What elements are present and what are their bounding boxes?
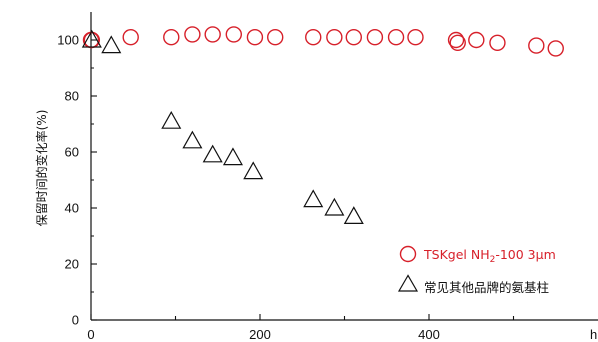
data-point-triangle bbox=[222, 147, 243, 166]
series-layer bbox=[81, 26, 564, 224]
data-point-triangle bbox=[243, 161, 264, 180]
series-tskgel bbox=[82, 26, 564, 57]
data-point-circle bbox=[449, 34, 466, 51]
data-point-triangle bbox=[101, 35, 122, 54]
legend-item-tskgel: TSKgel NH2-100 3µm bbox=[399, 245, 556, 265]
x-tick-label: 400 bbox=[418, 327, 440, 342]
data-point-circle bbox=[163, 29, 180, 46]
data-point-circle bbox=[547, 40, 564, 57]
data-point-circle bbox=[345, 29, 362, 46]
data-point-triangle bbox=[202, 144, 223, 163]
data-point-circle bbox=[267, 29, 284, 46]
x-tick-label: 0 bbox=[87, 327, 94, 342]
data-point-circle bbox=[366, 29, 384, 46]
x-ticks: 0 200 400 bbox=[87, 314, 515, 342]
data-point-triangle bbox=[343, 206, 364, 224]
data-point-circle bbox=[246, 29, 264, 46]
data-point-circle bbox=[528, 37, 545, 54]
data-point-circle bbox=[122, 29, 139, 46]
legend: TSKgel NH2-100 3µm 常见其他品牌的氨基柱 bbox=[397, 245, 556, 295]
legend-circle-marker bbox=[399, 245, 417, 263]
axes: 0 20 40 60 80 100 0 200 400 bbox=[57, 12, 598, 342]
data-point-triangle bbox=[161, 110, 182, 129]
legend-triangle-marker bbox=[397, 274, 419, 292]
series-other-brand bbox=[81, 29, 364, 224]
data-point-circle bbox=[326, 29, 343, 46]
y-tick-label: 100 bbox=[57, 33, 79, 48]
x-unit-label: h bbox=[590, 327, 597, 342]
data-point-circle bbox=[305, 29, 322, 46]
data-point-circle bbox=[387, 29, 405, 46]
y-ticks: 0 20 40 60 80 100 bbox=[57, 33, 97, 328]
legend-label-tskgel: TSKgel NH2-100 3µm bbox=[423, 247, 556, 265]
data-point-triangle bbox=[303, 189, 324, 208]
y-tick-label: 20 bbox=[65, 257, 79, 272]
data-point-circle bbox=[489, 34, 506, 51]
data-point-triangle bbox=[81, 29, 102, 48]
legend-label-tskgel-subscript: 2 bbox=[490, 255, 496, 265]
data-point-triangle bbox=[324, 197, 345, 216]
y-tick-label: 60 bbox=[65, 145, 79, 160]
legend-label-tskgel-tail: -100 3µm bbox=[495, 247, 555, 262]
data-point-triangle bbox=[182, 130, 203, 149]
y-tick-label: 80 bbox=[65, 89, 79, 104]
y-tick-label: 0 bbox=[72, 313, 79, 328]
data-point-circle bbox=[407, 29, 424, 46]
data-point-circle bbox=[447, 31, 465, 49]
x-tick-label: 200 bbox=[249, 327, 271, 342]
legend-item-other-brand: 常见其他品牌的氨基柱 bbox=[397, 274, 549, 295]
y-axis-title: 保留时间的变化率(%) bbox=[34, 110, 49, 227]
data-point-circle bbox=[204, 26, 221, 43]
legend-label-tskgel-main: TSKgel NH bbox=[423, 247, 490, 262]
y-tick-label: 40 bbox=[65, 201, 79, 216]
legend-label-other-brand: 常见其他品牌的氨基柱 bbox=[424, 280, 549, 295]
data-point-circle bbox=[225, 26, 243, 43]
data-point-circle bbox=[184, 26, 201, 43]
data-point-circle bbox=[468, 31, 485, 49]
